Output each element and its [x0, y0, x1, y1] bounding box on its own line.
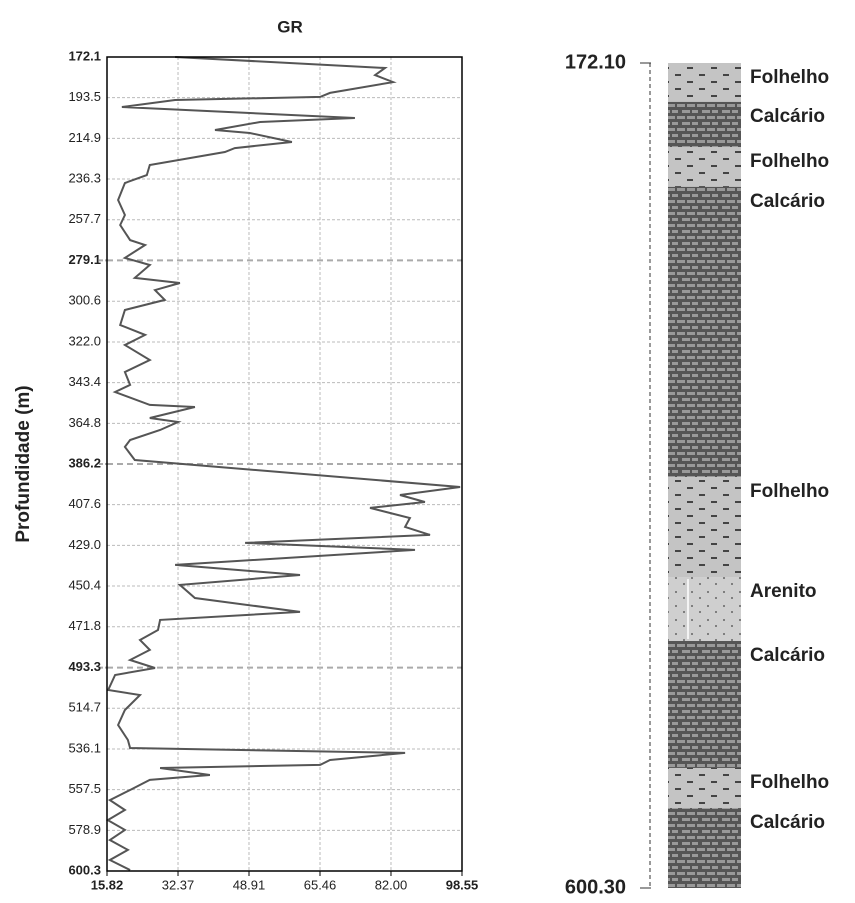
y-tick-label: 600.3 — [68, 862, 101, 877]
y-tick-label: 493.3 — [68, 659, 101, 674]
lithology-layer — [668, 768, 741, 808]
lithology-layer — [668, 102, 741, 147]
y-tick-label: 471.8 — [68, 618, 101, 633]
y-tick-label: 257.7 — [68, 211, 101, 226]
y-tick-label: 214.9 — [68, 130, 101, 145]
y-tick-label: 514.7 — [68, 700, 101, 715]
y-tick-label: 172.1 — [68, 48, 101, 63]
lithology-label: Folhelho — [750, 151, 829, 172]
lithology-label: Folhelho — [750, 481, 829, 502]
chart-title: GR — [277, 17, 303, 36]
y-tick-label: 193.5 — [68, 89, 101, 104]
y-tick-label: 429.0 — [68, 537, 101, 552]
x-tick-label: 98.55 — [446, 877, 479, 892]
lithology-label: Folhelho — [750, 67, 829, 88]
lithology-label: Calcário — [750, 812, 825, 833]
lithology-layer — [668, 187, 741, 477]
chart: GR Profundidade (m) 172.1 193.5 214.9 236.3… — [0, 0, 855, 903]
depth-label: 600.30 — [565, 876, 626, 898]
lithology-label: Calcário — [750, 191, 825, 212]
y-tick-label: 557.5 — [68, 781, 101, 796]
x-tick-label: 15.82 — [91, 877, 124, 892]
y-tick-label: 322.0 — [68, 333, 101, 348]
x-tick-label: 32.37 — [162, 877, 195, 892]
x-tick-label: 65.46 — [304, 877, 337, 892]
y-tick-label: 300.6 — [68, 293, 101, 308]
y-tick-label: 407.6 — [68, 496, 101, 511]
lithology-label: Arenito — [750, 581, 817, 602]
lithology-label: Calcário — [750, 645, 825, 666]
lithology-layer — [668, 147, 741, 187]
y-tick-label: 279.1 — [68, 252, 101, 267]
y-tick-label: 536.1 — [68, 740, 101, 755]
y-tick-label: 386.2 — [68, 455, 101, 470]
x-tick-label: 48.91 — [233, 877, 266, 892]
y-tick-label: 236.3 — [68, 170, 101, 185]
lithology-label: Calcário — [750, 106, 825, 127]
lithology-layer — [668, 63, 741, 102]
y-tick-label: 578.9 — [68, 822, 101, 837]
lithology-layer — [668, 641, 741, 768]
y-tick-label: 450.4 — [68, 577, 101, 592]
page: GR Profundidade (m) 172.1 193.5 214.9 236.3… — [0, 0, 855, 903]
lithology-layer — [668, 477, 741, 577]
y-tick-label: 343.4 — [68, 374, 101, 389]
x-tick-label: 82.00 — [375, 877, 408, 892]
depth-label: 172.10 — [565, 51, 626, 73]
lithology-label: Folhelho — [750, 772, 829, 793]
lithology-layer — [668, 577, 741, 641]
lithology-layer — [668, 808, 741, 888]
y-tick-label: 364.8 — [68, 415, 101, 430]
y-axis-label: Profundidade (m) — [13, 385, 34, 542]
